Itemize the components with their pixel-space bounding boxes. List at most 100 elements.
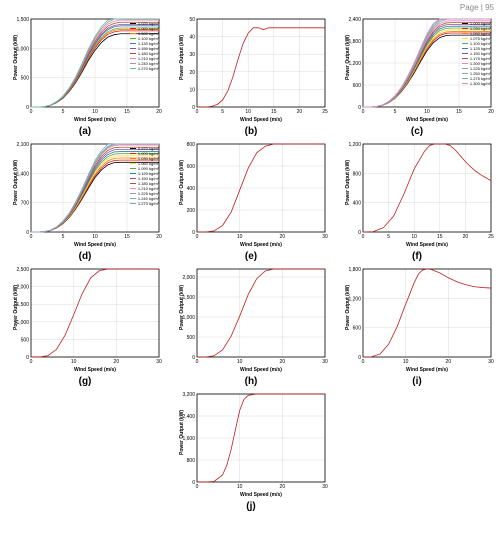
legend-label: 1.270 kg/m³ [138, 201, 159, 206]
svg-text:0: 0 [192, 355, 195, 361]
svg-text:5: 5 [387, 234, 390, 240]
legend-swatch [462, 28, 468, 29]
svg-text:0: 0 [30, 359, 33, 365]
legend-item: 1.300 kg/m³ [462, 81, 491, 86]
chart-cell-f: 051015202504008001,200Power Output (kW)W… [336, 140, 498, 262]
legend-swatch [130, 203, 136, 204]
svg-text:25: 25 [322, 109, 328, 115]
svg-text:400: 400 [353, 201, 362, 207]
chart-cell-h: 010203005001,0001,5002,000Power Output (… [170, 265, 332, 387]
legend-swatch [462, 58, 468, 59]
xlabel: Wind Speed (m/s) [406, 367, 448, 373]
legend-swatch [130, 68, 136, 69]
legend-swatch [130, 193, 136, 194]
svg-text:0: 0 [196, 484, 199, 490]
legend-item: 1.270 kg/m³ [130, 201, 159, 206]
svg-text:15: 15 [124, 109, 130, 115]
caption-a: (a) [79, 126, 91, 137]
legend-swatch [130, 163, 136, 164]
xlabel: Wind Speed (m/s) [74, 367, 116, 373]
plot-g: 010203005001,0001,5002,0002,500Power Out… [7, 265, 163, 375]
svg-text:600: 600 [187, 164, 196, 170]
plot-a: 0510152005001,0001,500Power Output (kW)W… [7, 15, 163, 125]
xlabel: Wind Speed (m/s) [240, 492, 282, 498]
xlabel: Wind Speed (m/s) [406, 242, 448, 248]
legend-swatch [130, 28, 136, 29]
svg-text:800: 800 [353, 171, 362, 177]
plot-h: 010203005001,0001,5002,000Power Output (… [173, 265, 329, 375]
caption-b: (b) [245, 126, 258, 137]
svg-text:20: 20 [446, 359, 452, 365]
svg-text:0: 0 [362, 234, 365, 240]
legend-swatch [462, 63, 468, 64]
plot-b: 051015202501020304050Power Output (kW)Wi… [173, 15, 329, 125]
ylabel: Power Output (kW) [13, 160, 19, 205]
svg-text:10: 10 [245, 109, 251, 115]
svg-text:0: 0 [358, 230, 361, 236]
legend-swatch [462, 33, 468, 34]
svg-text:2,000: 2,000 [182, 275, 195, 281]
svg-text:1,200: 1,200 [348, 142, 361, 148]
svg-text:200: 200 [187, 208, 196, 214]
chart-cell-j: 010203008001,6002,4003,200Power Output (… [170, 390, 332, 512]
svg-text:15: 15 [124, 234, 130, 240]
plot-d: 0510152007001,4002,100Power Output (kW)W… [7, 140, 163, 250]
svg-text:25: 25 [488, 234, 494, 240]
chart-cell-b: 051015202501020304050Power Output (kW)Wi… [170, 15, 332, 137]
svg-text:10: 10 [424, 109, 430, 115]
svg-text:0: 0 [192, 105, 195, 111]
svg-text:500: 500 [21, 76, 30, 82]
legend-swatch [130, 183, 136, 184]
chart-cell-g: 010203005001,0001,5002,0002,500Power Out… [4, 265, 166, 387]
svg-text:1,800: 1,800 [348, 267, 361, 273]
caption-j: (j) [246, 501, 255, 512]
svg-text:0: 0 [26, 230, 29, 236]
ylabel: Power Output (kW) [179, 35, 185, 80]
svg-text:20: 20 [156, 109, 162, 115]
svg-text:0: 0 [192, 230, 195, 236]
svg-text:30: 30 [488, 359, 494, 365]
caption-e: (e) [245, 251, 257, 262]
svg-text:20: 20 [189, 70, 195, 76]
legend-swatch [130, 178, 136, 179]
legend-swatch [462, 53, 468, 54]
svg-text:800: 800 [187, 142, 196, 148]
svg-text:10: 10 [71, 359, 77, 365]
svg-text:0: 0 [26, 355, 29, 361]
ylabel: Power Output (kW) [345, 285, 351, 330]
svg-text:20: 20 [280, 359, 286, 365]
legend-swatch [130, 173, 136, 174]
legend-swatch [130, 33, 136, 34]
svg-text:0: 0 [196, 234, 199, 240]
svg-text:500: 500 [187, 335, 196, 341]
legend-swatch [130, 188, 136, 189]
svg-text:10: 10 [237, 359, 243, 365]
legend-swatch [462, 23, 468, 24]
legend-swatch [130, 58, 136, 59]
svg-text:0: 0 [196, 109, 199, 115]
caption-f: (f) [412, 251, 422, 262]
svg-text:800: 800 [187, 458, 196, 464]
svg-text:30: 30 [322, 234, 328, 240]
svg-text:0: 0 [358, 105, 361, 111]
xlabel: Wind Speed (m/s) [240, 242, 282, 248]
svg-text:10: 10 [237, 484, 243, 490]
legend-swatch [462, 68, 468, 69]
legend-swatch [130, 23, 136, 24]
legend-swatch [462, 83, 468, 84]
chart-grid: 0510152005001,0001,500Power Output (kW)W… [0, 14, 502, 514]
legend-swatch [130, 53, 136, 54]
ylabel: Power Output (kW) [13, 35, 19, 80]
plot-e: 01020300200400600800Power Output (kW)Win… [173, 140, 329, 250]
xlabel: Wind Speed (m/s) [406, 117, 448, 123]
legend-label: 1.270 kg/m³ [138, 66, 159, 71]
legend-swatch [462, 73, 468, 74]
svg-text:15: 15 [456, 109, 462, 115]
plot-f: 051015202504008001,200Power Output (kW)W… [339, 140, 495, 250]
svg-text:30: 30 [322, 484, 328, 490]
xlabel: Wind Speed (m/s) [240, 117, 282, 123]
svg-text:20: 20 [280, 234, 286, 240]
svg-text:3,200: 3,200 [182, 392, 195, 398]
svg-text:30: 30 [322, 359, 328, 365]
ylabel: Power Output (kW) [179, 285, 185, 330]
